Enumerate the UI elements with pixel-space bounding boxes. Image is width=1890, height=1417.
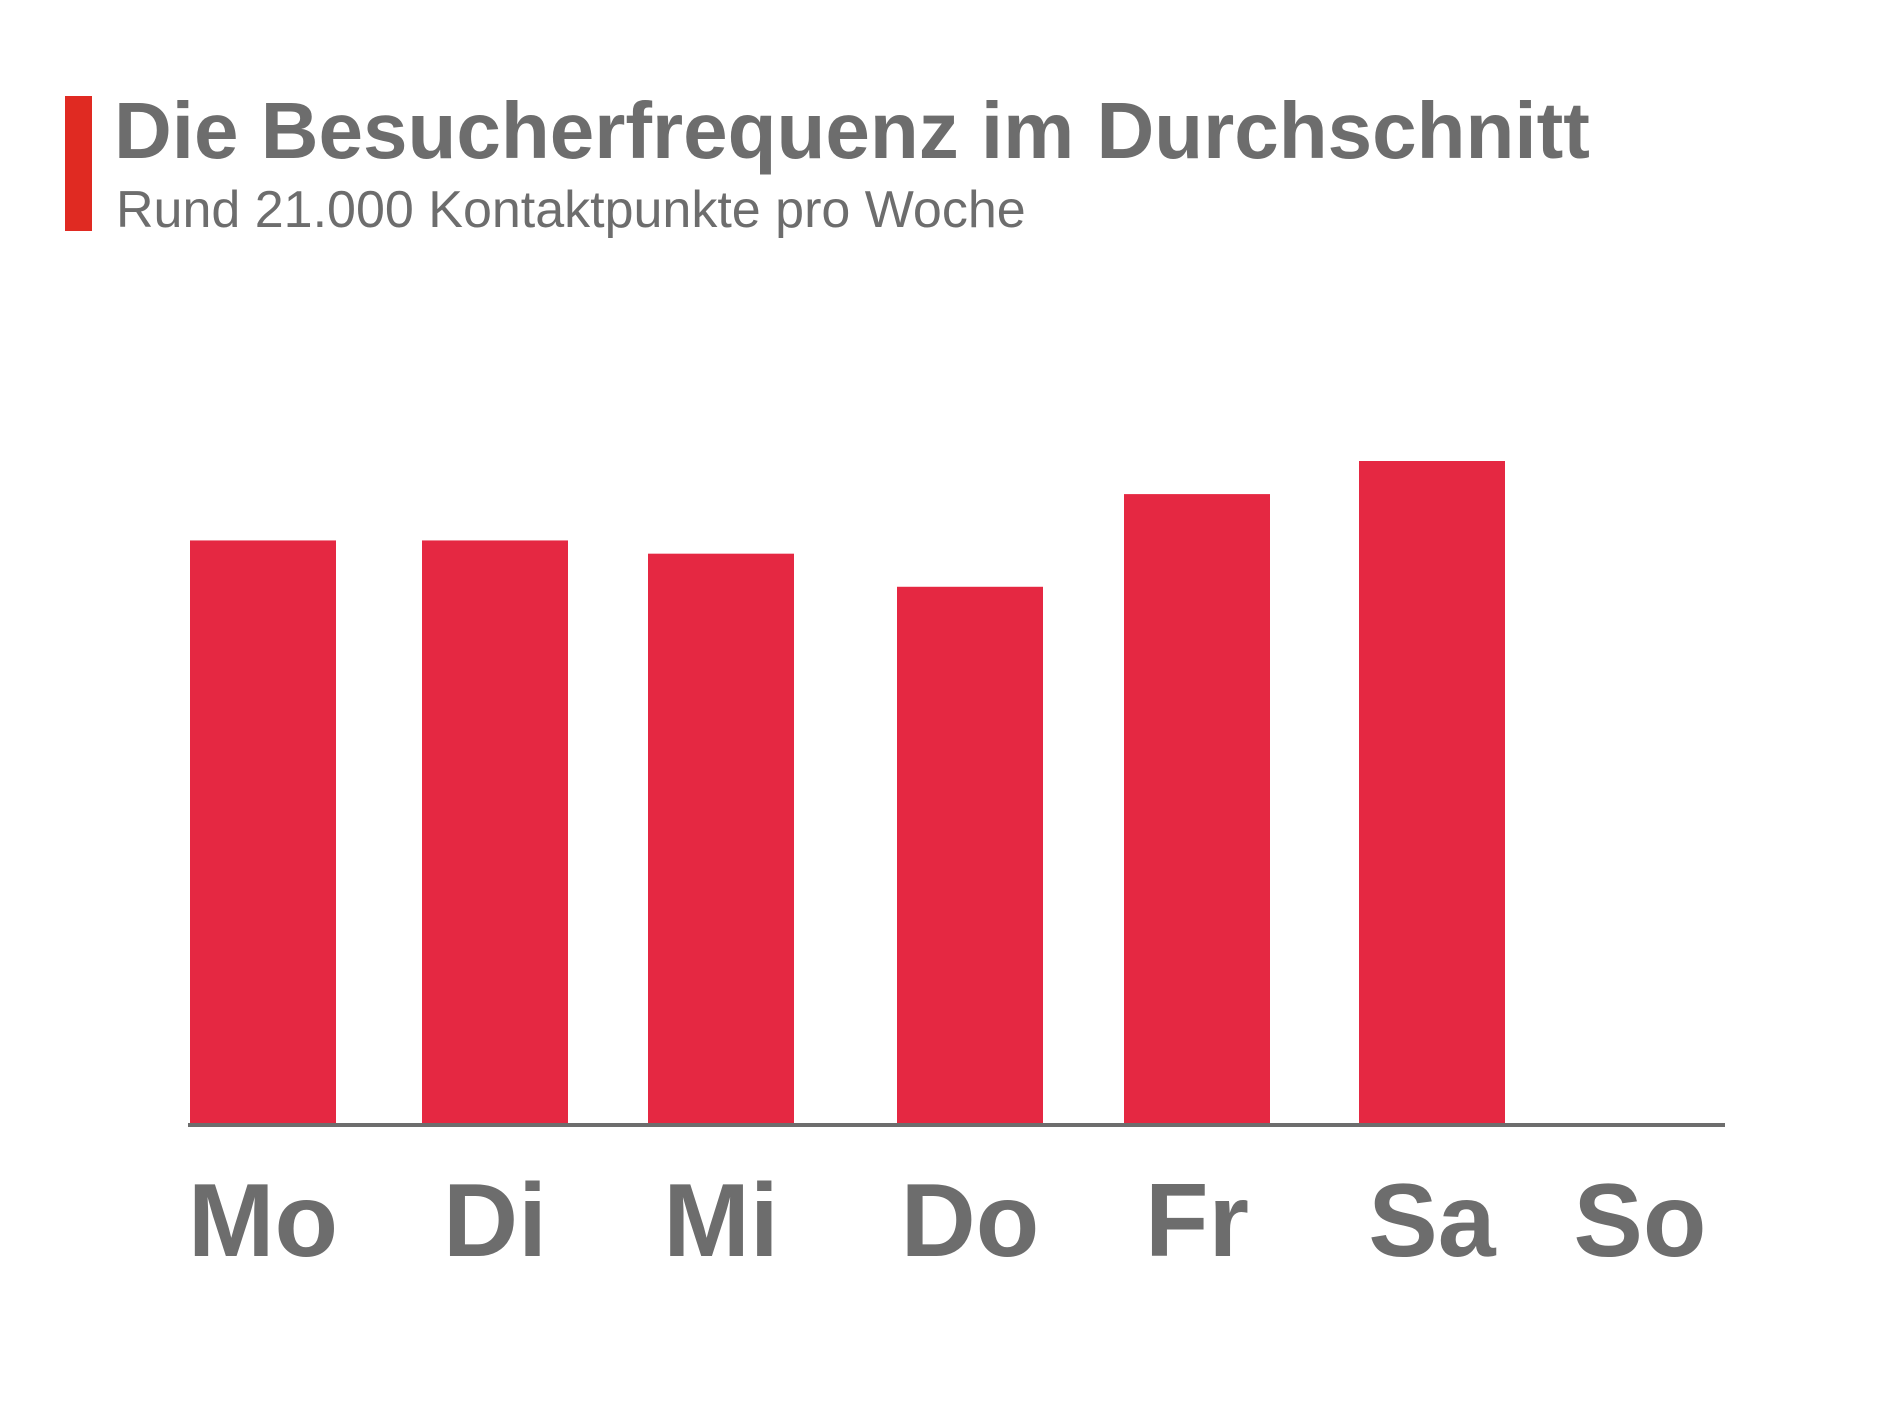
x-tick-label-mi: Mi — [663, 1163, 779, 1279]
bar-sa — [1359, 461, 1505, 1123]
x-tick-label-sa: Sa — [1368, 1163, 1496, 1279]
bar-di — [422, 540, 568, 1123]
x-tick-label-fr: Fr — [1145, 1163, 1249, 1279]
bar-mi — [648, 553, 794, 1123]
x-tick-label-do: Do — [901, 1163, 1040, 1279]
x-tick-label-mo: Mo — [188, 1163, 338, 1279]
bar-do — [897, 586, 1043, 1123]
bar-fr — [1124, 494, 1270, 1124]
bars-group — [190, 461, 1505, 1124]
x-tick-label-so: So — [1574, 1163, 1707, 1279]
bar-mo — [190, 540, 336, 1123]
page-title: Die Besucherfrequenz im Durchschnitt — [114, 86, 1590, 175]
page-subtitle: Rund 21.000 Kontaktpunkte pro Woche — [116, 181, 1026, 239]
category-labels-group: Mo Di Mi Do Fr Sa So — [188, 1163, 1707, 1279]
title-accent-bar — [65, 96, 92, 231]
x-tick-label-di: Di — [443, 1163, 547, 1279]
